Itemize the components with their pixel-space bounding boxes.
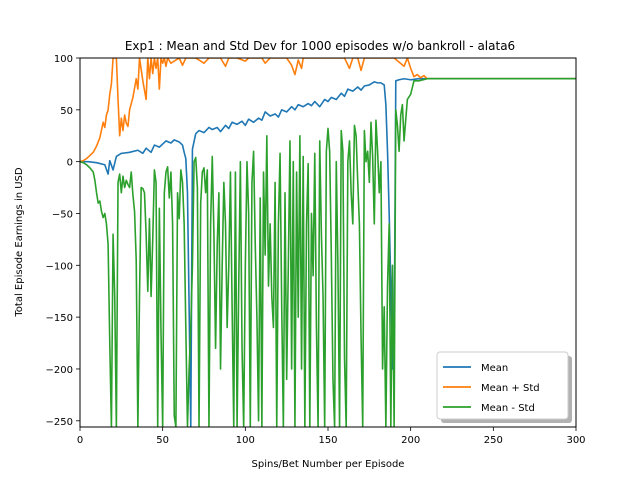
x-tick-label: 0 bbox=[77, 435, 83, 446]
x-tick-label: 150 bbox=[318, 435, 337, 446]
y-axis: −250 −200 −150 −100 −50 0 50 100 bbox=[46, 54, 80, 428]
series-line-0 bbox=[80, 77, 576, 427]
y-tick-label: 0 bbox=[67, 158, 73, 169]
x-tick-label: 300 bbox=[566, 435, 585, 446]
x-tick-label: 250 bbox=[484, 435, 503, 446]
legend-items: Mean Mean + Std Mean - Std bbox=[443, 363, 540, 414]
y-tick-label: −100 bbox=[46, 261, 73, 272]
series-line-2 bbox=[80, 77, 576, 427]
x-axis: 0 50 100 150 200 250 300 bbox=[77, 427, 586, 446]
y-tick-label: −200 bbox=[46, 365, 73, 376]
series-line-1 bbox=[80, 58, 576, 163]
legend: Mean Mean + Std Mean - Std bbox=[436, 351, 572, 423]
legend-label-2: Mean - Std bbox=[481, 403, 535, 414]
y-axis-label: Total Episode Earnings in USD bbox=[14, 167, 25, 318]
chart-title: Exp1 : Mean and Std Dev for 1000 episode… bbox=[125, 39, 515, 53]
legend-label-1: Mean + Std bbox=[481, 383, 540, 394]
x-tick-label: 50 bbox=[156, 435, 169, 446]
y-tick-label: −50 bbox=[52, 209, 73, 220]
series-layer bbox=[80, 58, 576, 427]
x-tick-label: 100 bbox=[236, 435, 255, 446]
x-tick-label: 200 bbox=[401, 435, 420, 446]
y-tick-label: 100 bbox=[54, 54, 73, 65]
y-tick-label: −150 bbox=[46, 313, 73, 324]
legend-box bbox=[436, 351, 569, 420]
legend-label-0: Mean bbox=[481, 363, 508, 374]
y-tick-label: 50 bbox=[60, 106, 73, 117]
y-tick-label: −250 bbox=[46, 417, 73, 428]
x-axis-label: Spins/Bet Number per Episode bbox=[252, 459, 405, 470]
